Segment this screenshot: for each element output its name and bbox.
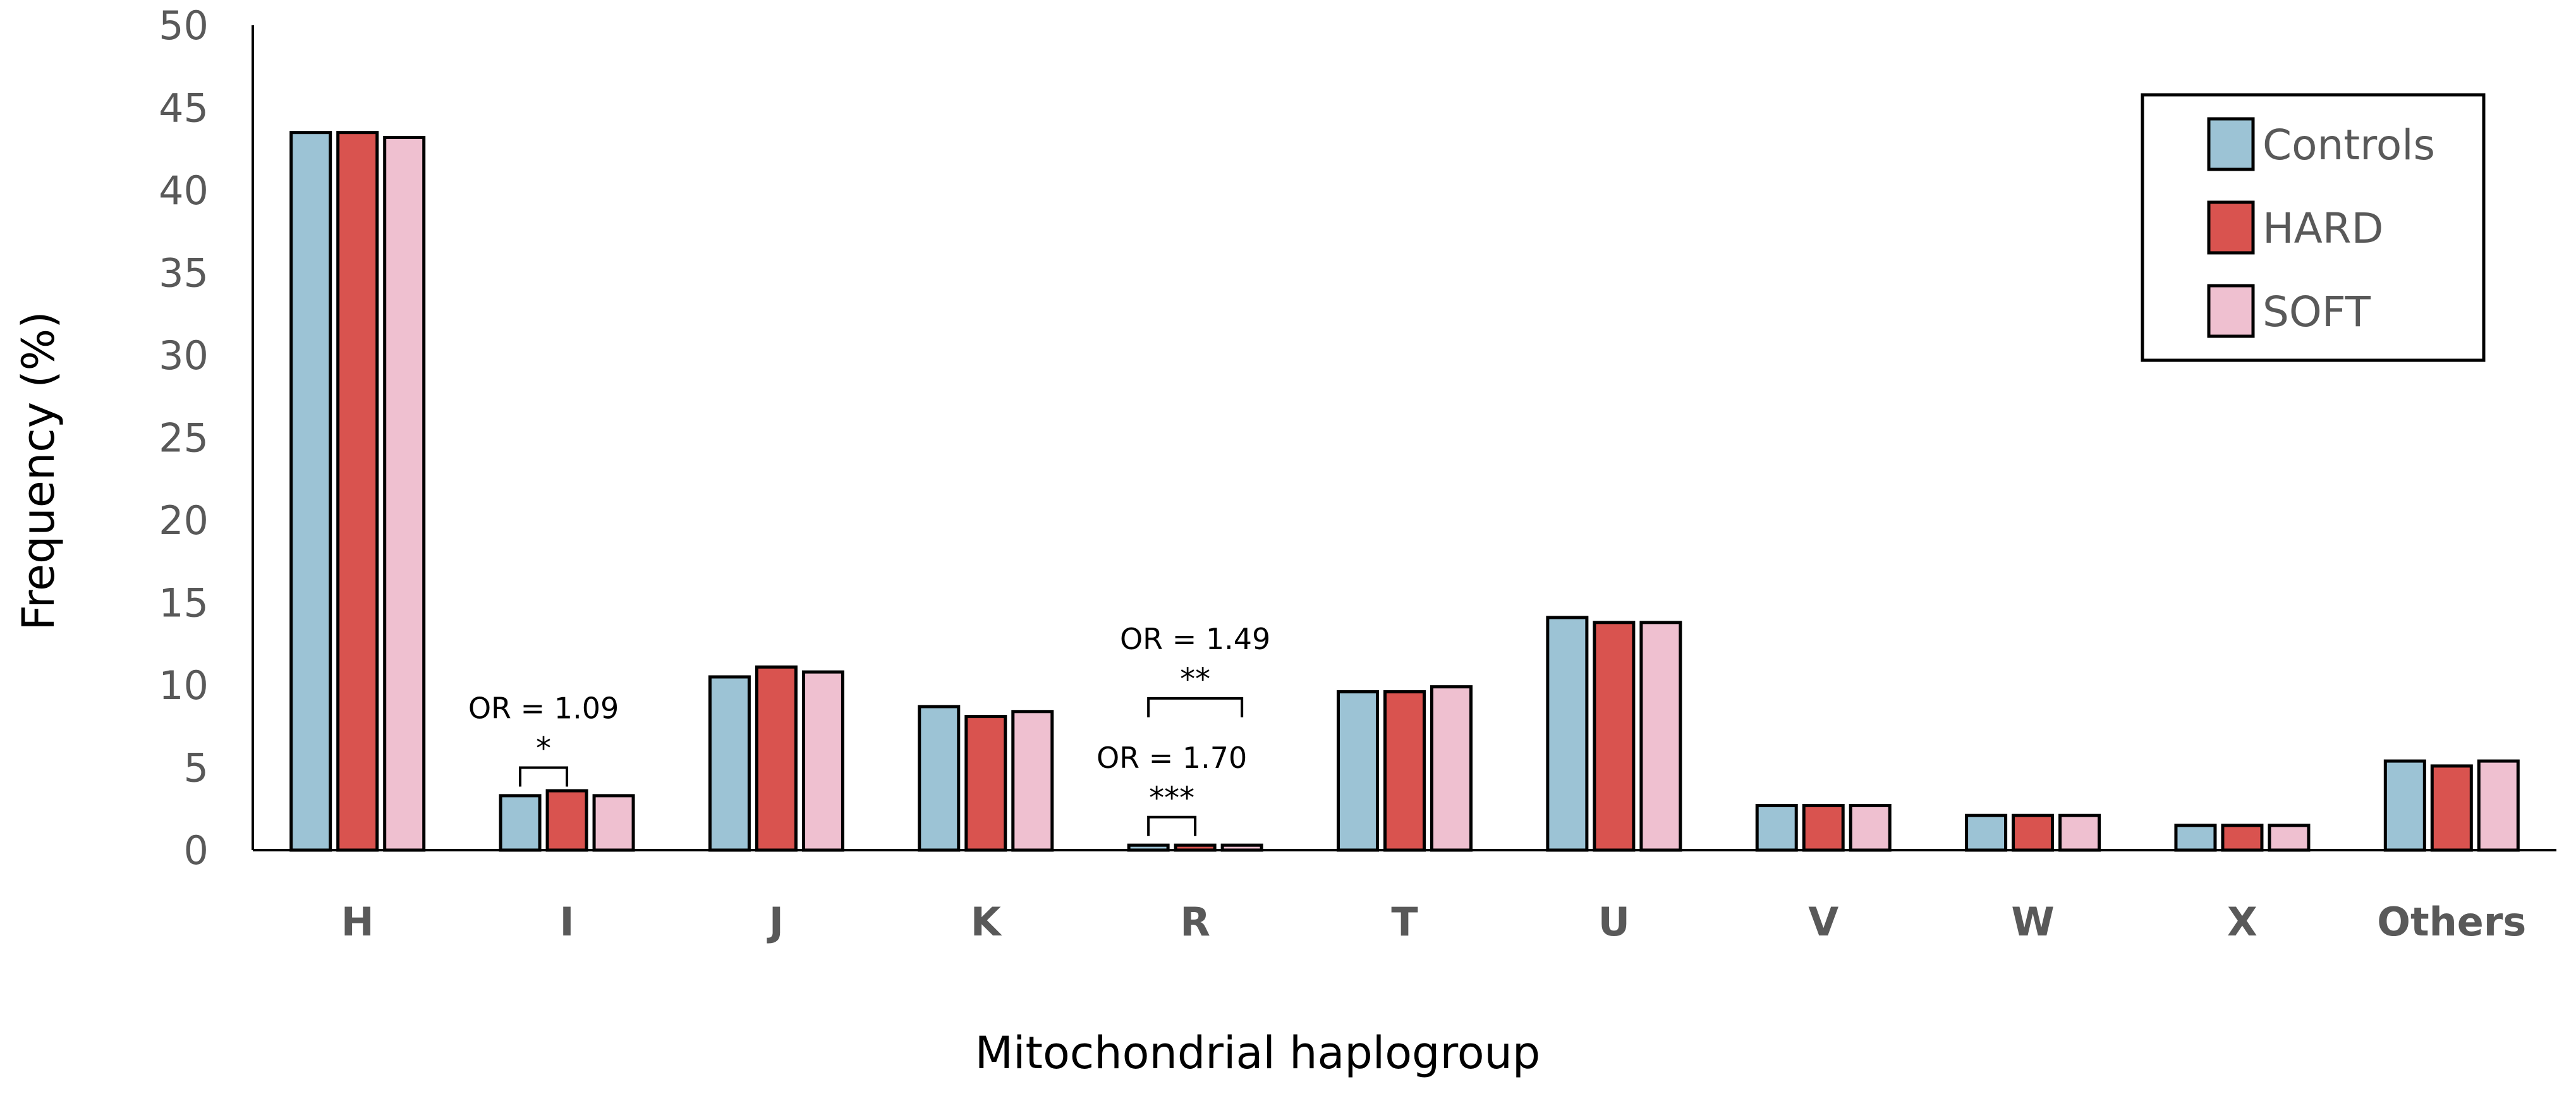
bar-controls-v [1755, 804, 1798, 852]
bar-hard-x [2221, 824, 2264, 852]
legend-swatch-controls [2207, 117, 2255, 171]
bar-soft-w [2058, 813, 2101, 852]
significance-bracket [1147, 815, 1197, 836]
y-tick-label: 0 [184, 827, 209, 874]
bar-soft-u [1639, 621, 1682, 852]
y-tick-label: 15 [159, 580, 209, 626]
legend-label-hard: HARD [2263, 204, 2383, 253]
x-tick-label: U [1598, 899, 1630, 945]
y-tick-label: 45 [159, 85, 209, 131]
y-tick-label: 25 [159, 415, 209, 461]
odds-ratio-label: OR = 1.49 [1120, 622, 1270, 656]
bar-soft-k [1011, 710, 1054, 852]
y-tick-label: 40 [159, 167, 209, 214]
legend-swatch-hard [2207, 200, 2255, 255]
x-tick-label: K [971, 899, 1002, 945]
y-tick-label: 50 [159, 3, 209, 49]
bar-hard-u [1593, 621, 1636, 852]
significance-stars: * [536, 731, 551, 767]
significance-bracket [519, 766, 569, 787]
bar-controls-x [2174, 824, 2217, 852]
bar-controls-i [499, 794, 542, 852]
x-tick-label: Others [2377, 899, 2526, 945]
bars [289, 131, 2520, 852]
x-tick-label: V [1808, 899, 1838, 945]
bar-soft-h [383, 135, 426, 852]
legend: Controls HARD SOFT [2141, 93, 2486, 362]
odds-ratio-label: OR = 1.70 [1097, 741, 1247, 775]
x-tick-label: J [767, 899, 784, 945]
bar-soft-j [801, 670, 844, 852]
x-tick-label: T [1391, 899, 1418, 945]
significance-bracket [1147, 697, 1244, 717]
bar-soft-others [2477, 759, 2520, 852]
y-tick-label: 35 [159, 250, 209, 296]
bar-controls-u [1546, 616, 1589, 852]
x-tick-label: H [341, 899, 374, 945]
x-tick-label: I [560, 899, 574, 945]
bar-hard-others [2430, 764, 2473, 852]
bar-controls-h [289, 131, 332, 852]
bar-controls-t [1337, 690, 1379, 852]
bar-controls-w [1965, 813, 2008, 852]
y-tick-label: 5 [184, 745, 209, 791]
bar-hard-v [1802, 804, 1845, 852]
bar-hard-k [964, 715, 1007, 852]
y-tick-labels: 0 5 10 15 20 25 30 35 40 45 50 [159, 3, 209, 874]
y-tick-label: 20 [159, 497, 209, 544]
significance-stars: *** [1149, 781, 1194, 816]
x-tick-label: W [2011, 899, 2054, 945]
y-axis-title: Frequency (%) [13, 311, 64, 630]
legend-swatch-soft [2207, 284, 2255, 338]
bar-hard-j [755, 665, 798, 852]
x-tick-label: R [1180, 899, 1210, 945]
bar-hard-w [2012, 813, 2055, 852]
odds-ratio-label: OR = 1.09 [468, 691, 619, 726]
x-axis-title: Mitochondrial haplogroup [975, 1027, 1541, 1079]
x-tick-label: X [2227, 899, 2257, 945]
bar-controls-j [708, 675, 751, 852]
significance-stars: ** [1180, 662, 1210, 697]
legend-label-soft: SOFT [2263, 288, 2371, 336]
bar-controls-others [2383, 759, 2426, 852]
bar-soft-i [592, 794, 635, 852]
x-tick-labels: H I J K R T U V W X Others [341, 899, 2527, 945]
y-tick-label: 10 [159, 662, 209, 709]
bar-soft-x [2268, 824, 2311, 852]
y-tick-label: 30 [159, 332, 209, 379]
bar-controls-k [918, 705, 961, 852]
bar-soft-v [1849, 804, 1892, 852]
bar-soft-t [1430, 685, 1473, 852]
bar-hard-t [1383, 690, 1426, 852]
bar-hard-h [336, 131, 379, 852]
legend-box [2141, 93, 2486, 362]
bar-hard-i [545, 789, 588, 852]
annotations: * OR = 1.09 *** OR = 1.70 ** OR = 1.49 [468, 622, 1270, 836]
legend-label-controls: Controls [2263, 121, 2435, 169]
